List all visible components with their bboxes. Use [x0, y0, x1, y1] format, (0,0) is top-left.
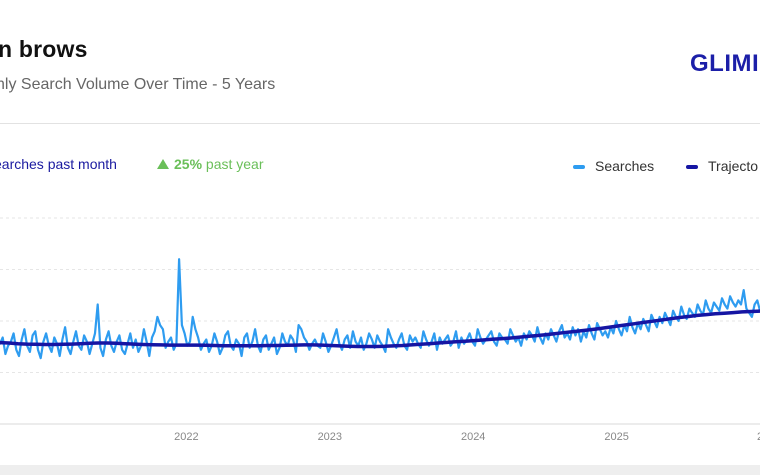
growth-stat: 25% past year [157, 156, 264, 172]
legend-label-trajectory: Trajecto [708, 158, 759, 174]
x-tick-label: 2024 [461, 431, 485, 443]
growth-value: 25% [174, 156, 203, 172]
legend-label-searches: Searches [595, 158, 655, 174]
up-triangle-icon [157, 159, 169, 169]
legend-item-searches[interactable]: Searches [573, 158, 654, 174]
page-title: n brows [0, 36, 88, 62]
brand-logo[interactable]: GLIMI [690, 50, 760, 77]
search-volume-stat: earches past month [0, 156, 117, 172]
legend-swatch-trajectory [686, 165, 698, 170]
page-subtitle: nly Search Volume Over Time - 5 Years [0, 76, 276, 93]
legend-swatch-searches [573, 165, 585, 170]
x-tick-label: 2025 [604, 431, 628, 443]
footer-band [0, 465, 760, 475]
growth-label: past year [205, 156, 264, 172]
x-tick-label: 2023 [318, 431, 342, 443]
legend-item-trajectory[interactable]: Trajecto [686, 158, 758, 174]
header-divider [0, 123, 760, 124]
x-tick-label: 2 [757, 431, 760, 443]
x-tick-label: 2022 [174, 431, 198, 443]
searches-line[interactable] [0, 258, 760, 360]
trajectory-line[interactable] [0, 309, 760, 349]
